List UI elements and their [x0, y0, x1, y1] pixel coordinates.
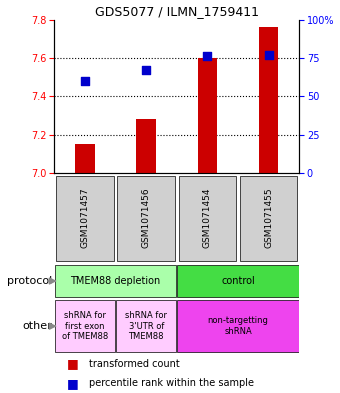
Text: ■: ■	[67, 376, 79, 390]
FancyBboxPatch shape	[178, 176, 236, 261]
Point	[205, 53, 210, 59]
Text: shRNA for
first exon
of TMEM88: shRNA for first exon of TMEM88	[62, 311, 108, 341]
Bar	[54, 20, 116, 173]
FancyBboxPatch shape	[240, 176, 298, 261]
FancyBboxPatch shape	[117, 176, 175, 261]
Bar	[198, 58, 217, 173]
Text: other: other	[22, 321, 52, 331]
FancyBboxPatch shape	[55, 300, 115, 352]
Bar	[75, 144, 95, 173]
FancyBboxPatch shape	[56, 176, 114, 261]
Text: shRNA for
3'UTR of
TMEM88: shRNA for 3'UTR of TMEM88	[125, 311, 167, 341]
Text: GSM1071455: GSM1071455	[264, 188, 273, 248]
Text: percentile rank within the sample: percentile rank within the sample	[89, 378, 254, 388]
Bar	[177, 20, 238, 173]
Bar	[238, 20, 299, 173]
Bar	[116, 20, 177, 173]
Text: GSM1071456: GSM1071456	[142, 188, 151, 248]
Point	[266, 52, 271, 58]
Text: non-targetting
shRNA: non-targetting shRNA	[207, 316, 269, 336]
FancyBboxPatch shape	[177, 300, 299, 352]
Bar	[259, 28, 278, 173]
Text: GSM1071457: GSM1071457	[81, 188, 89, 248]
Text: protocol: protocol	[7, 276, 52, 286]
Text: ■: ■	[67, 357, 79, 370]
Text: control: control	[221, 276, 255, 286]
FancyBboxPatch shape	[116, 300, 176, 352]
Bar	[136, 119, 156, 173]
Point	[82, 78, 88, 84]
Title: GDS5077 / ILMN_1759411: GDS5077 / ILMN_1759411	[95, 6, 259, 18]
FancyBboxPatch shape	[55, 265, 176, 297]
FancyBboxPatch shape	[177, 265, 299, 297]
Text: GSM1071454: GSM1071454	[203, 188, 212, 248]
Point	[143, 67, 149, 73]
Text: TMEM88 depletion: TMEM88 depletion	[70, 276, 161, 286]
Text: transformed count: transformed count	[89, 358, 180, 369]
